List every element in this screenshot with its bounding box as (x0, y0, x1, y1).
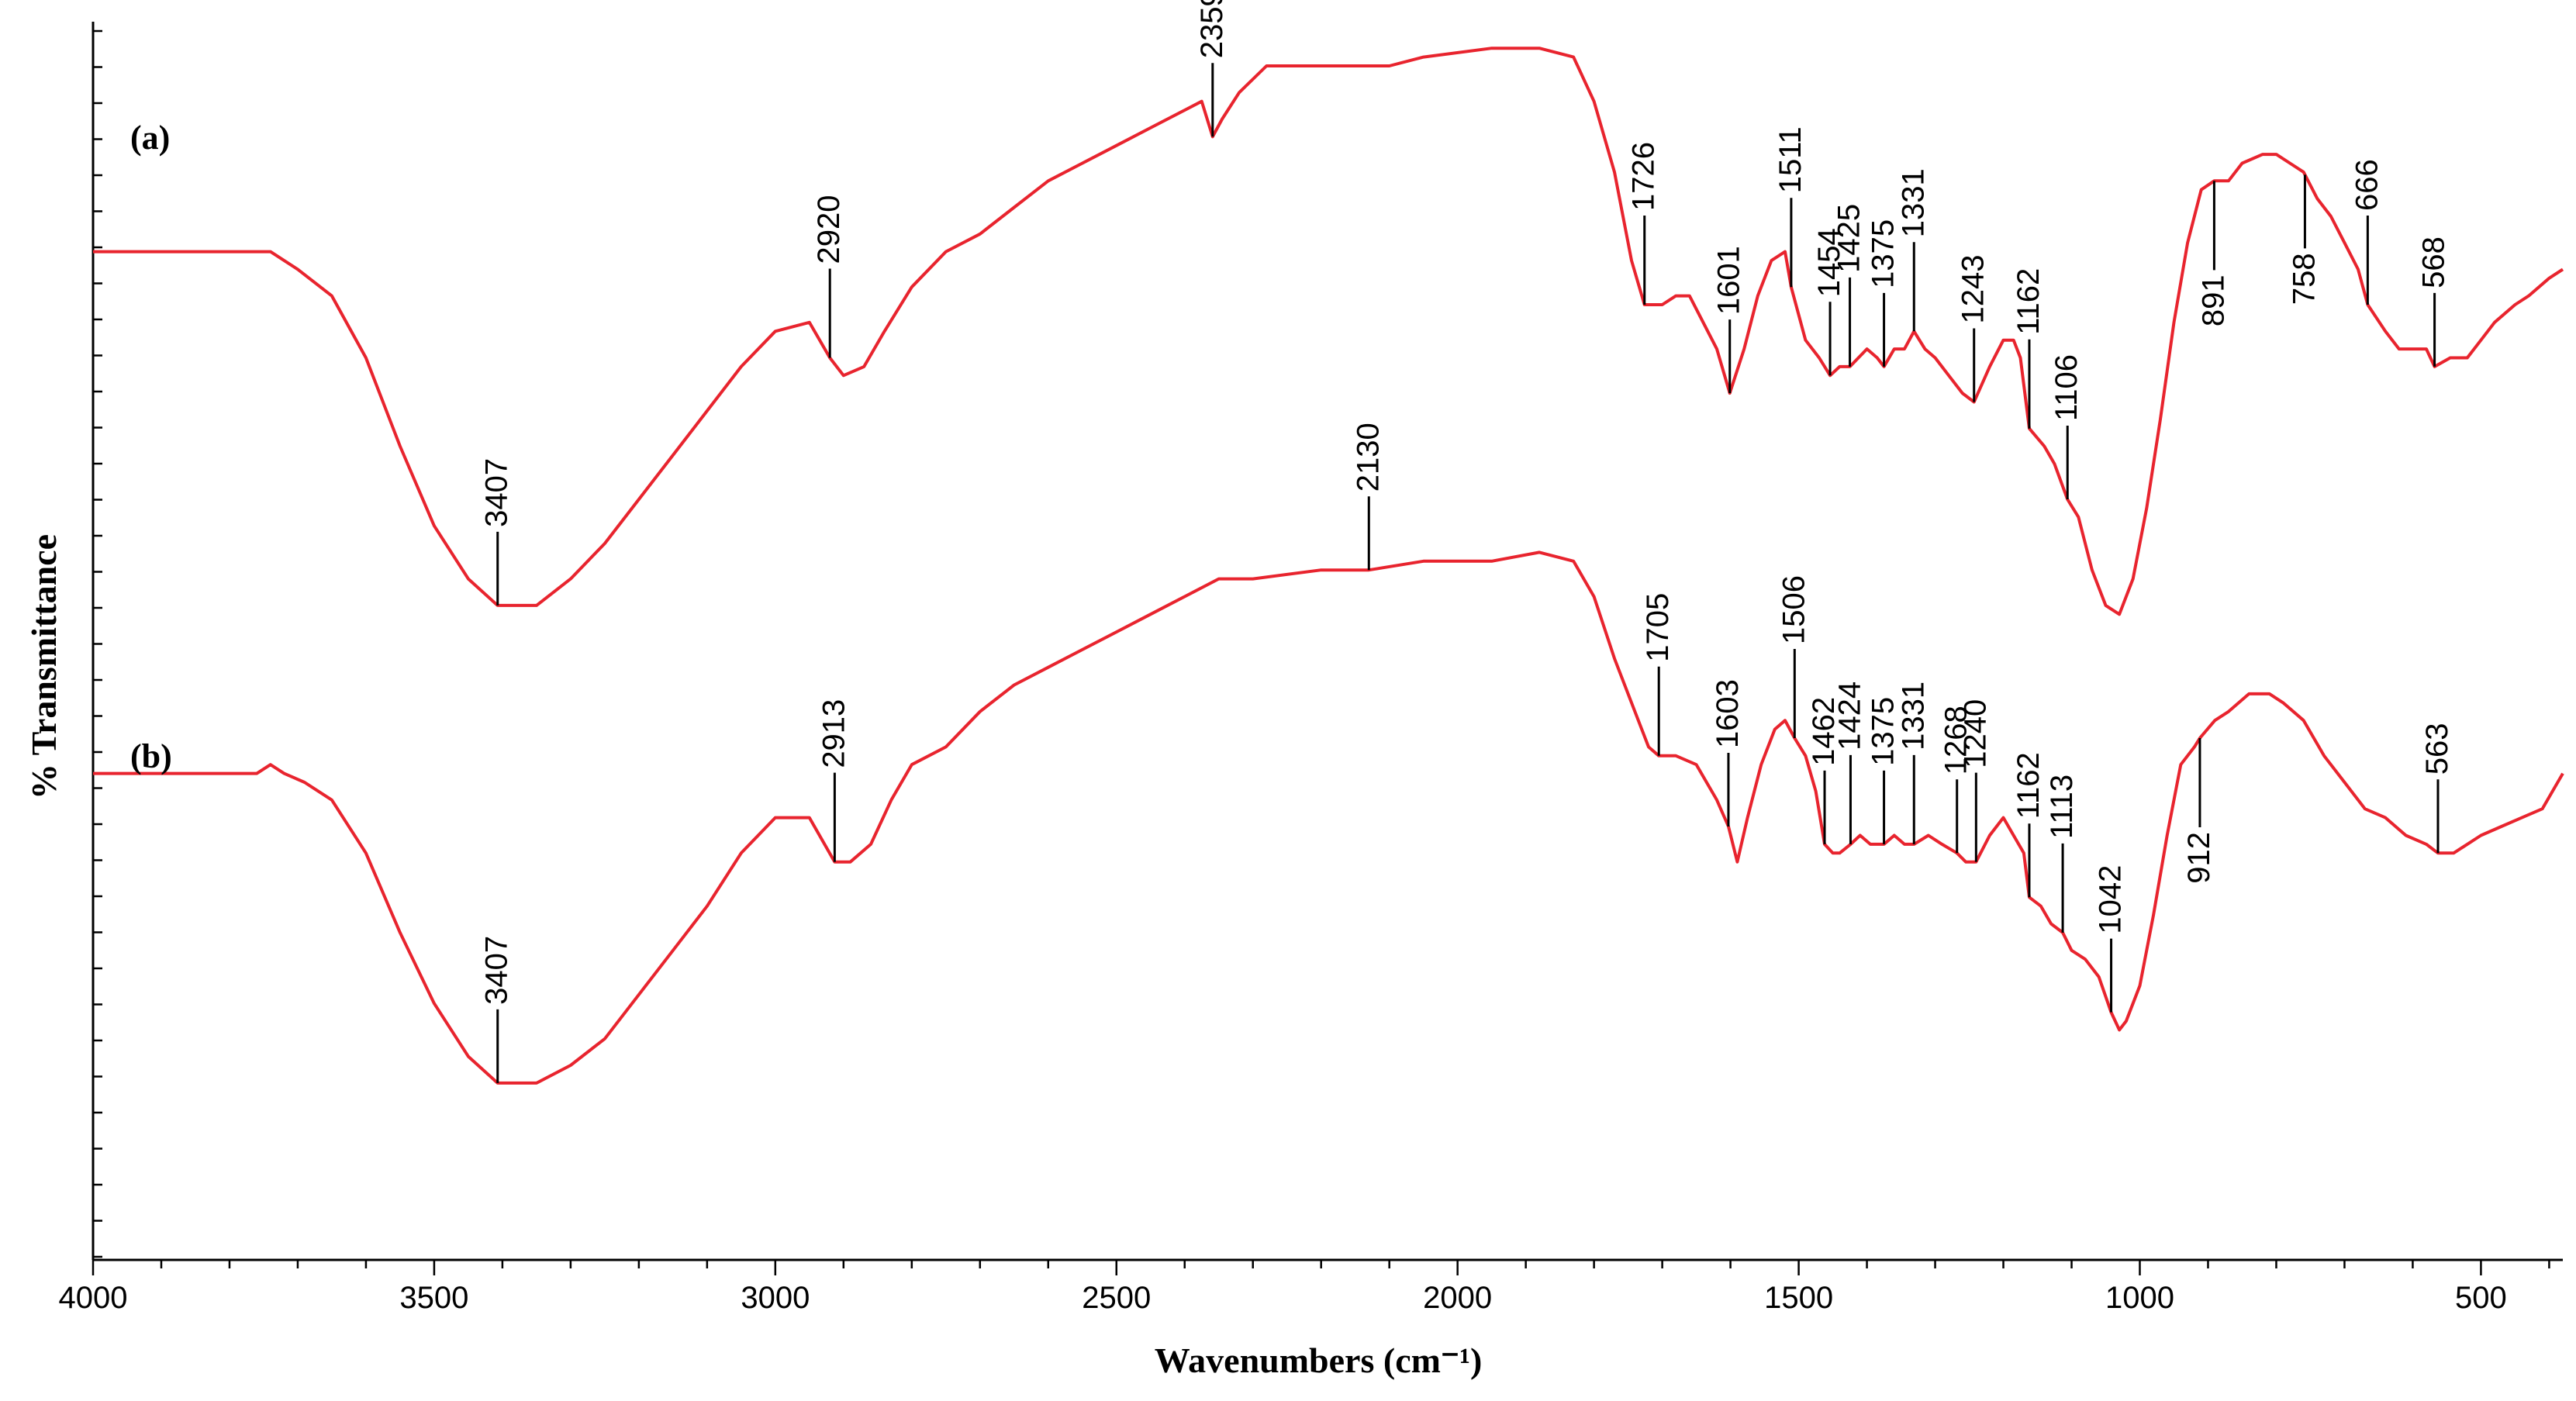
peak-label-a: 1454 (1812, 228, 1846, 297)
peak-label-b: 1506 (1777, 575, 1811, 644)
peak-label-b: 1042 (2094, 865, 2128, 934)
panel-label-b: (b) (130, 737, 172, 775)
peak-label-b: 1240 (1958, 699, 1992, 768)
peak-label-b: 1375 (1866, 697, 1901, 766)
peak-label-a: 1162 (2011, 268, 2046, 335)
x-tick-label: 4000 (59, 1281, 128, 1315)
peak-label-b: 563 (2420, 723, 2454, 775)
peak-label-a: 1726 (1627, 142, 1661, 211)
peak-label-b: 3407 (480, 936, 514, 1005)
peak-label-a: 1511 (1773, 126, 1808, 193)
peak-label-a: 2359 (1195, 0, 1229, 58)
peak-label-b: 1603 (1711, 679, 1745, 748)
peak-label-a: 568 (2417, 236, 2451, 288)
panel-label-a: (a) (130, 119, 170, 157)
peak-label-b: 1113 (2045, 775, 2079, 839)
x-tick-label: 1500 (1764, 1281, 1833, 1315)
x-tick-label: 3500 (399, 1281, 468, 1315)
peak-label-b: 1162 (2011, 752, 2046, 819)
axes: 4000 3500 3000 2500 2000 1500 1000 500 (59, 22, 2563, 1315)
peak-label-a: 2920 (812, 195, 846, 264)
x-tick-label: 2000 (1423, 1281, 1492, 1315)
peak-label-b: 912 (2182, 832, 2216, 884)
x-axis-title: Wavenumbers (cm⁻¹) (1155, 1341, 1483, 1380)
peak-label-a: 891 (2196, 274, 2230, 326)
x-tick-label: 1000 (2105, 1281, 2174, 1315)
peak-label-b: 2130 (1351, 423, 1385, 492)
peak-label-a: 666 (2350, 159, 2384, 211)
peak-label-a: 1106 (2049, 354, 2084, 421)
peak-label-a: 1331 (1896, 168, 1930, 237)
peak-label-b: 1268 (1939, 706, 1973, 775)
x-tick-label: 500 (2455, 1281, 2507, 1315)
peak-label-a: 1243 (1956, 255, 1991, 324)
spectrum-line-a (93, 47, 2564, 616)
peak-label-a: 3407 (480, 458, 514, 527)
peak-label-b: 1331 (1896, 682, 1930, 751)
peak-label-a: 1601 (1712, 246, 1746, 315)
peak-label-a: 1375 (1866, 219, 1901, 288)
peak-label-b: 2913 (817, 699, 851, 768)
peak-label-b: 1462 (1807, 697, 1841, 766)
peak-label-b: 1705 (1641, 593, 1675, 662)
x-tick-label: 3000 (741, 1281, 810, 1315)
spectra-curves: (a) (b) (93, 47, 2564, 1085)
peak-label-a: 758 (2287, 253, 2321, 305)
x-tick-label: 2500 (1082, 1281, 1151, 1315)
peak-label-a: 1425 (1832, 204, 1866, 273)
peak-label-b: 1424 (1832, 682, 1866, 751)
y-axis-title: % Transmittance (24, 534, 64, 799)
spectrum-line-b (93, 550, 2564, 1085)
